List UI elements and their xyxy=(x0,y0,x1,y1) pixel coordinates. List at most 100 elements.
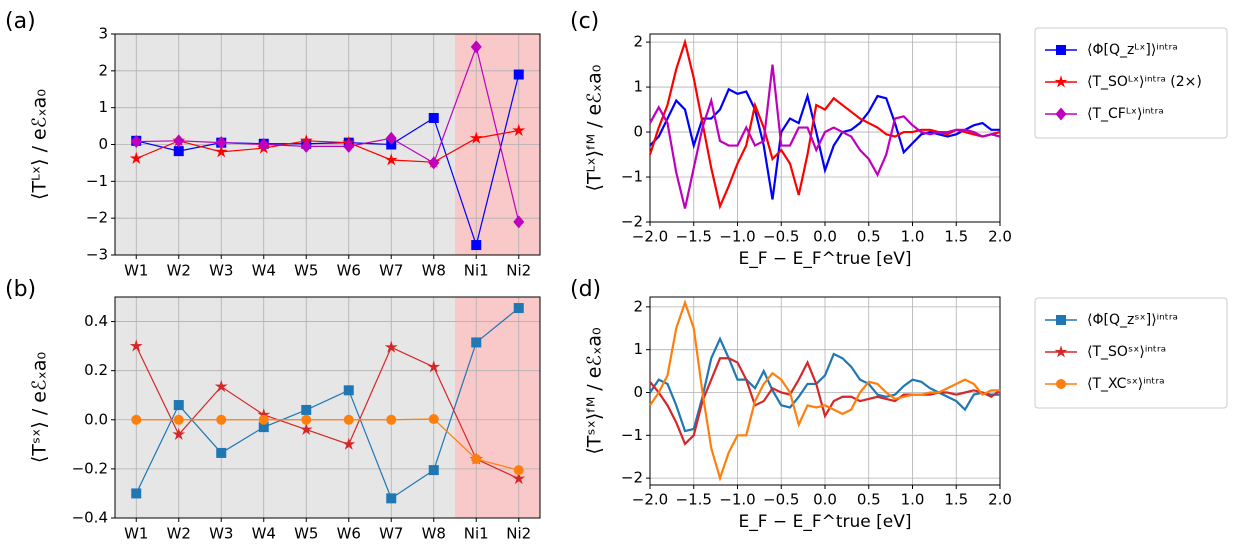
x-tick-label: W7 xyxy=(379,262,403,280)
x-tick-label: −1.5 xyxy=(676,491,712,509)
series-line xyxy=(135,345,520,480)
series-line xyxy=(649,64,1001,209)
marker-square xyxy=(471,240,482,251)
y-tick-label: −1 xyxy=(86,172,108,190)
x-tick-label: −1.0 xyxy=(719,491,755,509)
x-tick-label: W5 xyxy=(294,525,318,543)
series-line xyxy=(136,129,519,163)
series-line xyxy=(135,307,520,500)
x-tick-label: 0.5 xyxy=(857,228,881,246)
x-tick-label: W4 xyxy=(252,525,276,543)
legend-marker xyxy=(1056,315,1066,325)
y-tick-label: −3 xyxy=(86,246,108,264)
marker-star xyxy=(214,379,228,393)
legend-label: ⟨T_CFᴸˣ⟩ⁱⁿᵗʳᵃ xyxy=(1087,106,1164,122)
y-tick-label: 0 xyxy=(633,123,643,141)
x-tick-label: W8 xyxy=(422,525,446,543)
y-tick-label: −1 xyxy=(621,426,643,444)
x-tick-label: W3 xyxy=(209,525,233,543)
x-tick-label: W2 xyxy=(167,525,191,543)
marker-diamond xyxy=(215,136,227,150)
x-tick-label: W3 xyxy=(209,262,233,280)
series-line xyxy=(136,418,519,471)
y-axis-label: ⟨Tᴸˣ⟩ᶠᴹ / eℰₓa₀ xyxy=(584,65,606,192)
marker-circle xyxy=(343,414,354,425)
x-tick-label: W6 xyxy=(337,525,361,543)
marker-circle xyxy=(216,414,227,425)
y-tick-label: 2 xyxy=(98,61,108,79)
marker-square xyxy=(301,404,312,415)
y-tick-label: 3 xyxy=(98,25,108,43)
legend-box xyxy=(1034,297,1228,409)
y-tick-label: 1 xyxy=(98,98,108,116)
x-tick-label: W8 xyxy=(422,262,446,280)
y-tick-label: 0.2 xyxy=(84,361,108,379)
plot-frame xyxy=(114,296,541,519)
x-tick-label: 2.0 xyxy=(988,228,1012,246)
x-tick-label: W7 xyxy=(379,525,403,543)
y-axis-label: ⟨Tˢˣ⟩ᶠᴹ / eℰₓa₀ xyxy=(584,327,606,454)
x-tick-label: 1.5 xyxy=(944,491,968,509)
marker-star xyxy=(129,339,143,352)
marker-star xyxy=(512,123,526,136)
marker-diamond xyxy=(300,139,312,153)
marker-square xyxy=(258,422,269,433)
series-line xyxy=(649,336,1000,433)
marker-square xyxy=(471,337,482,348)
x-tick-label: W2 xyxy=(167,262,191,280)
y-tick-label: 0 xyxy=(98,135,108,153)
y-tick-label: 0.0 xyxy=(84,410,108,428)
x-tick-label: 2.0 xyxy=(988,491,1012,509)
marker-diamond xyxy=(258,138,270,151)
plot-frame xyxy=(649,33,1001,223)
x-tick-label: W1 xyxy=(124,525,148,543)
x-tick-label: W4 xyxy=(252,262,276,280)
x-tick-label: 0.0 xyxy=(813,491,837,509)
marker-circle xyxy=(428,414,439,425)
marker-star xyxy=(469,131,483,144)
x-tick-label: Ni2 xyxy=(506,262,531,280)
marker-star xyxy=(384,153,398,166)
marker-circle xyxy=(301,414,312,425)
legend-label: ⟨Φ[Q_zᴸˣ]⟩ⁱⁿᵗʳᵃ xyxy=(1087,42,1178,58)
y-tick-label: −2 xyxy=(621,469,643,487)
marker-circle xyxy=(131,414,142,425)
marker-diamond xyxy=(385,131,397,145)
marker-square xyxy=(428,465,439,476)
y-tick-label: −2 xyxy=(86,209,108,227)
marker-circle xyxy=(513,465,524,476)
marker-square xyxy=(173,146,184,157)
marker-diamond xyxy=(130,135,142,149)
x-tick-label: −2.0 xyxy=(632,228,668,246)
legend-label: ⟨T_SOˢˣ⟩ⁱⁿᵗʳᵃ xyxy=(1087,344,1166,360)
legend-marker xyxy=(1054,345,1068,358)
x-axis-label: E_F − E_F^true [eV] xyxy=(739,249,912,269)
panel-label: (c) xyxy=(570,9,599,34)
x-tick-label: W6 xyxy=(337,262,361,280)
marker-circle xyxy=(386,414,397,425)
y-tick-label: 0.4 xyxy=(84,312,108,330)
marker-square xyxy=(216,447,227,458)
marker-square xyxy=(343,385,354,396)
marker-square xyxy=(173,400,184,411)
marker-diamond xyxy=(513,215,525,229)
x-tick-label: Ni1 xyxy=(464,525,489,543)
legend-marker xyxy=(1056,379,1066,389)
y-tick-label: 2 xyxy=(633,297,643,315)
plot-frame xyxy=(114,33,541,256)
marker-square xyxy=(131,488,142,499)
marker-square xyxy=(386,493,397,504)
x-tick-label: Ni2 xyxy=(506,525,531,543)
marker-star xyxy=(129,151,143,164)
x-tick-label: 1.5 xyxy=(944,228,968,246)
y-tick-label: −0.4 xyxy=(72,509,108,527)
legend-label: ⟨T_SOᴸˣ⟩ⁱⁿᵗʳᵃ (2×) xyxy=(1087,74,1202,90)
series-line xyxy=(136,44,520,222)
legend-marker xyxy=(1056,45,1066,55)
marker-square xyxy=(513,303,524,314)
legend-label: ⟨T_XCˢˣ⟩ⁱⁿᵗʳᵃ xyxy=(1087,376,1165,392)
marker-star xyxy=(384,340,398,353)
x-axis-label: E_F − E_F^true [eV] xyxy=(739,512,912,532)
marker-diamond xyxy=(470,40,482,54)
marker-star xyxy=(512,471,526,485)
